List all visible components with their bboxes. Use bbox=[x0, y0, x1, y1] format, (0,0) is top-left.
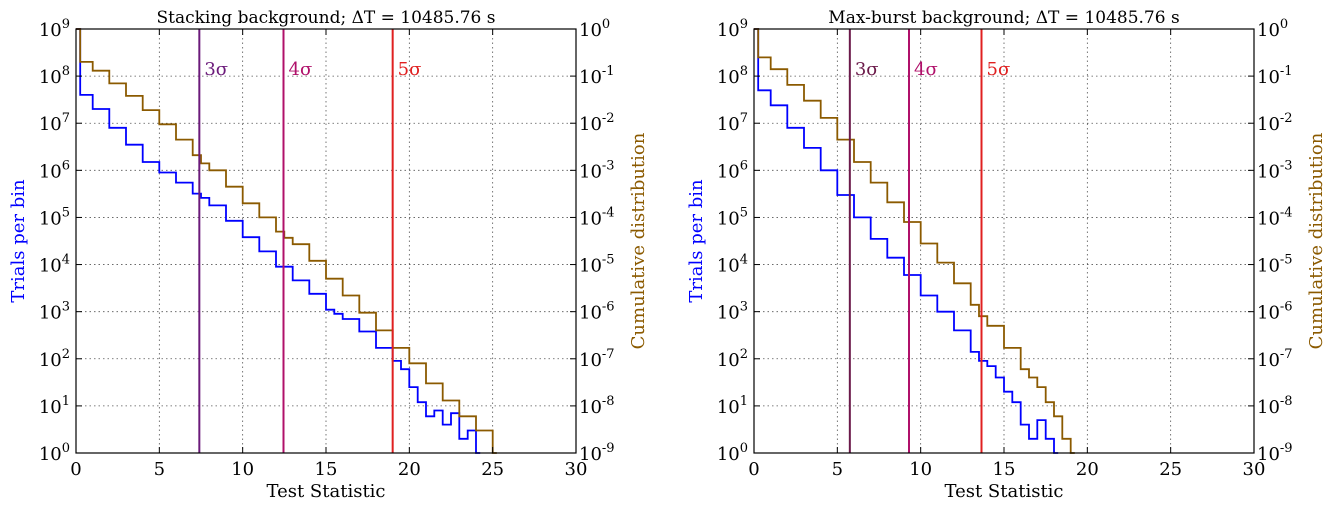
y-right-tick-label: 10-9 bbox=[1257, 441, 1293, 465]
y-right-tick-label: 100 bbox=[1257, 17, 1288, 41]
x-tick-label: 25 bbox=[1159, 459, 1182, 480]
x-tick-label: 20 bbox=[1076, 459, 1099, 480]
grid bbox=[76, 29, 576, 453]
y-right-tick-label: 10-7 bbox=[1257, 347, 1293, 371]
y-right-tick-label: 10-8 bbox=[579, 394, 615, 418]
sigma-label-5: 5σ bbox=[398, 59, 422, 80]
x-tick-label: 15 bbox=[315, 459, 338, 480]
sigma-label-3: 3σ bbox=[204, 59, 228, 80]
y-tick-label: 102 bbox=[717, 347, 748, 371]
y-right-tick-label: 10-1 bbox=[579, 64, 615, 88]
x-tick-label: 0 bbox=[70, 459, 81, 480]
y-axis-label: Trials per bin bbox=[686, 179, 707, 303]
y-tick-label: 105 bbox=[39, 205, 70, 229]
y-right-axis-label: Cumulative distribution bbox=[1306, 132, 1327, 349]
y-right-axis-label: Cumulative distribution bbox=[628, 132, 649, 349]
chart-title: Stacking background; ΔT = 10485.76 s bbox=[156, 8, 495, 28]
x-axis-label: Test Statistic bbox=[266, 481, 385, 502]
y-tick-label: 109 bbox=[39, 17, 70, 41]
x-tick-label: 0 bbox=[748, 459, 759, 480]
y-tick-label: 101 bbox=[39, 394, 70, 418]
x-axis-label: Test Statistic bbox=[944, 481, 1063, 502]
y-right-tick-label: 10-8 bbox=[1257, 394, 1293, 418]
y-tick-label: 105 bbox=[717, 205, 748, 229]
y-right-tick-label: 10-6 bbox=[1257, 300, 1293, 324]
sigma-label-3: 3σ bbox=[855, 59, 879, 80]
sigma-label-5: 5σ bbox=[987, 59, 1011, 80]
y-tick-label: 104 bbox=[39, 253, 70, 277]
y-tick-label: 109 bbox=[717, 17, 748, 41]
stacking-background-chart: 3σ 4σ 5σ 0 5 10 15 20 25 30 100 101 102 103 104 105 106 1… bbox=[8, 8, 649, 502]
y-tick-label: 107 bbox=[717, 111, 748, 135]
y-tick-label: 103 bbox=[717, 300, 748, 324]
y-right-tick-label: 10-3 bbox=[579, 158, 615, 182]
y-right-tick-label: 10-3 bbox=[1257, 158, 1293, 182]
y-right-tick-label: 10-6 bbox=[579, 300, 615, 324]
y-tick-label: 106 bbox=[39, 158, 70, 182]
trials-per-bin-line bbox=[76, 28, 481, 454]
y-right-tick-label: 10-5 bbox=[579, 253, 615, 277]
x-tick-label: 30 bbox=[1243, 459, 1266, 480]
trials-per-bin-line bbox=[754, 28, 1059, 454]
sigma-label-4: 4σ bbox=[914, 59, 938, 80]
x-tick-label: 10 bbox=[909, 459, 932, 480]
y-tick-label: 106 bbox=[717, 158, 748, 182]
y-tick-label: 108 bbox=[39, 64, 70, 88]
x-tick-label: 20 bbox=[398, 459, 421, 480]
y-axis-label: Trials per bin bbox=[8, 179, 29, 303]
y-tick-label: 107 bbox=[39, 111, 70, 135]
y-right-tick-label: 10-9 bbox=[579, 441, 615, 465]
x-tick-label: 25 bbox=[481, 459, 504, 480]
y-right-tick-label: 10-4 bbox=[579, 205, 615, 229]
chart-title: Max-burst background; ΔT = 10485.76 s bbox=[828, 8, 1179, 28]
y-tick-label: 100 bbox=[717, 441, 748, 465]
y-right-tick-label: 10-4 bbox=[1257, 205, 1293, 229]
y-tick-label: 100 bbox=[39, 441, 70, 465]
y-right-tick-label: 10-5 bbox=[1257, 253, 1293, 277]
y-right-tick-label: 10-2 bbox=[1257, 111, 1293, 135]
y-tick-label: 103 bbox=[39, 300, 70, 324]
x-tick-label: 10 bbox=[231, 459, 254, 480]
y-tick-label: 102 bbox=[39, 347, 70, 371]
x-tick-label: 5 bbox=[154, 459, 165, 480]
y-right-tick-label: 10-2 bbox=[579, 111, 615, 135]
max-burst-background-chart: 3σ 4σ 5σ 0 5 10 15 20 25 30 100 101 102 103 104 105 106 1… bbox=[686, 8, 1327, 502]
y-right-tick-label: 10-7 bbox=[579, 347, 615, 371]
y-tick-label: 101 bbox=[717, 394, 748, 418]
cumulative-distribution-line bbox=[754, 28, 1075, 454]
y-tick-label: 108 bbox=[717, 64, 748, 88]
sigma-label-4: 4σ bbox=[289, 59, 313, 80]
x-tick-label: 30 bbox=[565, 459, 588, 480]
y-tick-label: 104 bbox=[717, 253, 748, 277]
cumulative-distribution-line bbox=[76, 28, 497, 454]
x-tick-label: 5 bbox=[832, 459, 843, 480]
x-tick-label: 15 bbox=[993, 459, 1016, 480]
y-right-tick-label: 10-1 bbox=[1257, 64, 1293, 88]
y-right-tick-label: 100 bbox=[579, 17, 610, 41]
